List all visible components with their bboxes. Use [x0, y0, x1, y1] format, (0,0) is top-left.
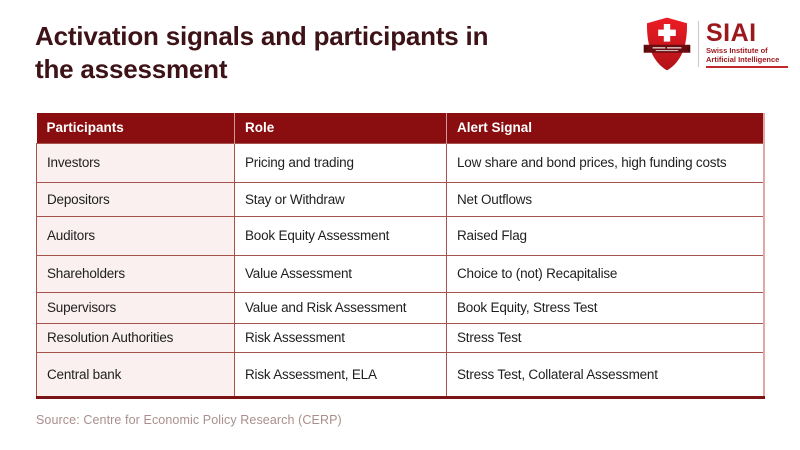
cell-alert-signal: Raised Flag	[446, 215, 764, 256]
logo-underline	[706, 66, 788, 68]
logo-subtitle-line1: Swiss Institute of	[706, 46, 768, 55]
cell-participant: Resolution Authorities	[36, 322, 235, 353]
source-note: Source: Centre for Economic Policy Resea…	[36, 413, 342, 427]
table-row: Resolution Authorities Risk Assessment S…	[36, 322, 764, 353]
page-title-line2: the assessment	[35, 54, 228, 84]
cell-participant: Depositors	[36, 181, 235, 217]
cell-role: Book Equity Assessment	[234, 215, 447, 256]
cell-participant: Investors	[36, 142, 235, 183]
cell-participant: Central bank	[36, 351, 235, 398]
cell-alert-signal: Stress Test, Collateral Assessment	[446, 351, 764, 398]
cell-participant: Shareholders	[36, 254, 235, 293]
siai-logo: SIAI Swiss Institute of Artificial Intel…	[643, 16, 788, 72]
header-cell-alert-signal: Alert Signal	[446, 113, 764, 143]
table-row: Depositors Stay or Withdraw Net Outflows	[36, 181, 764, 217]
table-row: Shareholders Value Assessment Choice to …	[36, 254, 764, 293]
cell-alert-signal: Stress Test	[446, 322, 764, 353]
cell-alert-signal: Book Equity, Stress Test	[446, 291, 764, 324]
table-row: Supervisors Value and Risk Assessment Bo…	[36, 291, 764, 324]
cell-alert-signal: Low share and bond prices, high funding …	[446, 142, 764, 183]
logo-divider	[698, 21, 699, 67]
cell-participant: Supervisors	[36, 291, 235, 324]
page-title-line1: Activation signals and participants in	[35, 21, 489, 51]
cell-role: Risk Assessment, ELA	[234, 351, 447, 398]
table-row: Central bank Risk Assessment, ELA Stress…	[36, 351, 764, 398]
cell-alert-signal: Net Outflows	[446, 181, 764, 217]
cell-role: Value Assessment	[234, 254, 447, 293]
swiss-shield-icon	[643, 17, 691, 71]
participants-table: Participants Role Alert Signal Investors…	[36, 113, 765, 399]
cell-participant: Auditors	[36, 215, 235, 256]
page-title: Activation signals and participants in t…	[35, 20, 635, 86]
logo-subtitle-line2: Artificial Intelligence	[706, 55, 780, 64]
cell-role: Value and Risk Assessment	[234, 291, 447, 324]
header-cell-participants: Participants	[36, 113, 235, 143]
cell-role: Stay or Withdraw	[234, 181, 447, 217]
cell-role: Risk Assessment	[234, 322, 447, 353]
logo-acronym: SIAI	[706, 19, 757, 47]
table-header-row: Participants Role Alert Signal	[36, 113, 764, 143]
header-cell-role: Role	[234, 113, 447, 143]
table-row: Auditors Book Equity Assessment Raised F…	[36, 215, 764, 256]
cell-alert-signal: Choice to (not) Recapitalise	[446, 254, 764, 293]
logo-text: SIAI Swiss Institute of Artificial Intel…	[706, 20, 788, 68]
cell-role: Pricing and trading	[234, 142, 447, 183]
table-row: Investors Pricing and trading Low share …	[36, 142, 764, 183]
